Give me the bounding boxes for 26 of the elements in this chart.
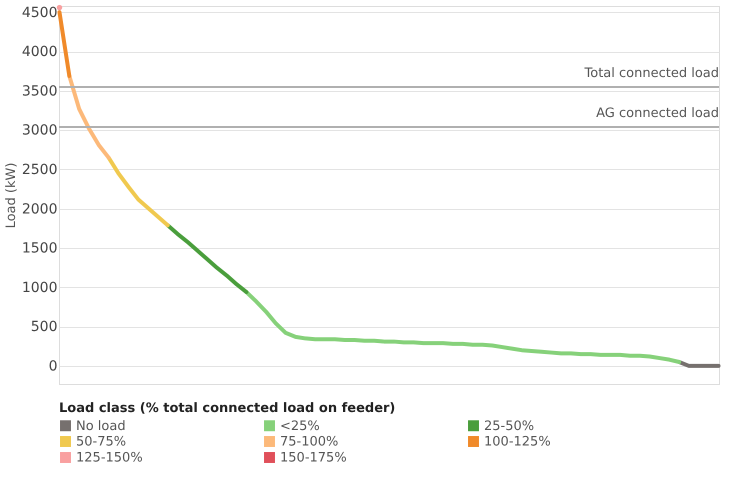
legend-label: 25-50%: [484, 418, 534, 434]
legend-label: 125-150%: [76, 450, 143, 466]
y-tick-label: 1000: [22, 280, 58, 296]
y-axis-title: Load (kW): [4, 162, 19, 228]
line-series: [244, 290, 682, 364]
legend-title: Load class (% total connected load on feeder): [59, 401, 396, 416]
y-tick-label: 3500: [22, 83, 58, 100]
y-tick-label: 500: [30, 319, 58, 336]
y-tick-label: 4000: [22, 44, 58, 60]
y-tick-label: 1500: [22, 240, 58, 257]
line-series: [67, 74, 111, 160]
y-tick-label: 4500: [22, 4, 58, 21]
legend-label: 75-100%: [280, 434, 338, 450]
line-series: [106, 156, 170, 228]
legend-label: 150-175%: [280, 450, 347, 466]
y-tick-label: 2500: [22, 162, 58, 178]
line-series: [166, 223, 248, 294]
legend-label: <25%: [280, 418, 320, 434]
legend-label: 50-75%: [76, 434, 126, 450]
y-tick-label: 0: [48, 358, 58, 374]
y-tick-label: 2000: [22, 201, 58, 218]
legend-label: No load: [76, 418, 126, 434]
legend-label: 100-125%: [484, 434, 551, 450]
ref-line-label: AG connected load: [596, 106, 719, 122]
ref-line-label: Total connected load: [584, 66, 719, 81]
y-tick-label: 3000: [22, 122, 58, 139]
